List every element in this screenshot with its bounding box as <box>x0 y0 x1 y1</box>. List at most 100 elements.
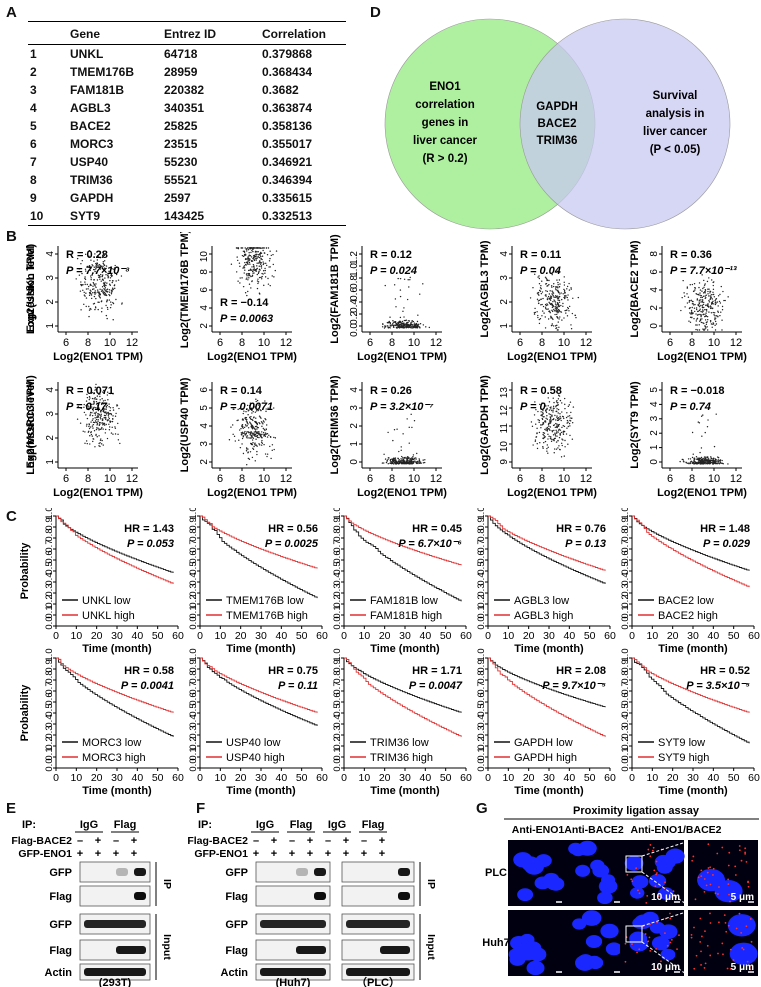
y-tick-label: 10 <box>199 251 210 263</box>
scatter-point <box>534 439 537 441</box>
scatter-point <box>245 250 248 252</box>
scatter-point <box>422 459 424 461</box>
table-cell: 340351 <box>164 101 205 115</box>
scatter-point <box>93 429 96 432</box>
scatter-point <box>250 256 253 258</box>
y-tick-label: 0.8 <box>349 275 360 289</box>
scatter-point <box>261 272 263 275</box>
scatter-point <box>704 315 706 318</box>
scatter-point <box>546 426 549 429</box>
pla-dot <box>728 893 730 896</box>
scatter-point <box>99 399 101 401</box>
pla-dot <box>749 968 752 971</box>
scatter-point <box>566 288 568 290</box>
scatter-point <box>700 315 702 318</box>
km-plot: 0.00.10.20.30.40.50.60.70.80.91.00 10 20 30… <box>332 648 472 797</box>
km-plot: 0.00.10.20.30.40.50.60.70.80.91.00 10 20 30… <box>44 648 184 797</box>
scatter-point <box>92 427 94 429</box>
pla-dot <box>655 948 658 950</box>
scatter-point <box>699 292 701 294</box>
scatter-point <box>719 293 721 296</box>
scatter-point <box>241 423 244 426</box>
km-y-tick-label: 0.5 <box>188 703 199 716</box>
scatter-point <box>549 416 551 418</box>
scatter-point <box>698 286 700 289</box>
scatter-point <box>409 279 411 281</box>
scatter-point <box>570 324 572 326</box>
km-y-tick-label: 1.0 <box>476 648 487 661</box>
scatter-point <box>245 248 248 251</box>
scatter-point <box>699 294 701 297</box>
scatter-point <box>545 429 547 431</box>
scatter-point <box>709 459 712 461</box>
x-tick-label: 8 <box>389 337 395 349</box>
scatter-point <box>392 457 395 460</box>
scatter-point <box>700 415 703 417</box>
pla-dot <box>712 874 714 876</box>
scatter-point <box>554 414 556 417</box>
scatter-point <box>559 310 561 313</box>
scatter-point <box>534 440 537 443</box>
scatter-point <box>246 425 248 427</box>
scatter-point <box>247 260 249 262</box>
scatter-point <box>547 422 550 425</box>
scatter-point <box>566 422 568 424</box>
zoom-box <box>625 925 643 943</box>
scatter-point <box>103 288 105 290</box>
scatter-point <box>410 413 412 416</box>
nucleus <box>578 840 597 856</box>
scatter-point <box>116 404 118 406</box>
scatter-point <box>248 283 251 285</box>
scatter-point <box>400 324 403 327</box>
scatter-point <box>706 305 709 307</box>
blot-band <box>260 968 326 976</box>
scatter-point <box>84 281 86 283</box>
scatter-point <box>553 305 555 308</box>
scatter-point <box>543 416 545 418</box>
scatter-point <box>265 247 268 249</box>
scatter-point <box>253 256 255 259</box>
scatter-point <box>86 423 88 426</box>
x-tick-label: 6 <box>217 337 223 349</box>
blot-label: GFP <box>49 919 72 931</box>
scatter-point <box>242 250 245 252</box>
scatter-point <box>563 281 565 284</box>
scatter-point <box>91 288 94 291</box>
scatter-point <box>558 318 560 320</box>
scatter-point <box>707 304 709 306</box>
km-x-label: Time (month) <box>82 785 152 797</box>
scatter-point <box>94 446 96 448</box>
scatter-point <box>551 293 553 295</box>
scatter-point <box>402 310 404 313</box>
scatter-point <box>255 247 258 249</box>
scatter-point <box>692 453 694 455</box>
scatter-point <box>550 438 553 440</box>
scatter-point <box>405 323 408 325</box>
scatter-point <box>557 398 560 400</box>
table-cell: 220382 <box>164 83 205 97</box>
km-y-tick-label: 0.0 <box>332 758 343 771</box>
x-tick-label: 12 <box>580 473 592 485</box>
scatter-point <box>87 431 90 433</box>
sign-eno1: + <box>95 848 101 860</box>
scatter-point <box>247 452 249 454</box>
scatter-point <box>555 295 557 297</box>
scatter-point <box>690 311 693 313</box>
scatter-point <box>255 258 257 260</box>
scatter-point <box>84 431 86 433</box>
panel-label-c: C <box>6 508 17 525</box>
scatter-point <box>561 426 563 429</box>
scatter-point <box>244 247 246 249</box>
scatter-point <box>536 427 538 430</box>
scatter-point <box>534 401 536 403</box>
km-x-tick-label: 20 <box>91 772 103 784</box>
km-y-tick-label: 0.1 <box>476 747 487 760</box>
scatter-point <box>541 310 544 312</box>
scatter-point <box>383 327 386 329</box>
row-side-label: Expression level <box>25 382 37 469</box>
scatter-point <box>715 323 718 325</box>
x-tick-label: 8 <box>389 473 395 485</box>
scatter-point <box>89 414 91 417</box>
scatter-point <box>249 422 252 424</box>
scatter-point <box>88 309 91 311</box>
